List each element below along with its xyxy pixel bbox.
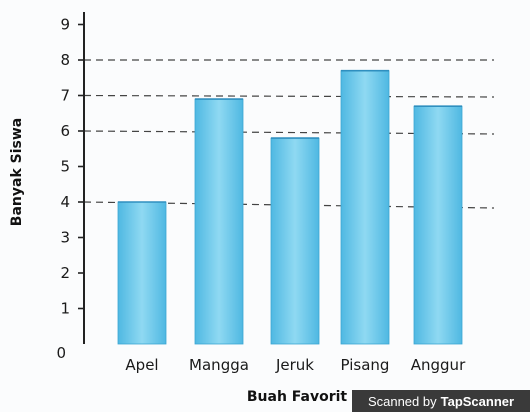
bar-anggur: [413, 105, 463, 345]
y-tick-label-5: 5: [60, 158, 70, 176]
scanner-watermark: Scanned by TapScanner: [352, 390, 530, 412]
bar-pisang: [340, 70, 390, 345]
x-labels: Apel Mangga Jeruk Pisang Anggur: [125, 356, 466, 374]
watermark-brand: TapScanner: [440, 393, 515, 409]
x-tick-label-mangga: Mangga: [189, 356, 249, 374]
y-tick-label-4: 4: [60, 193, 70, 211]
y-tick-label-1: 1: [60, 300, 70, 318]
y-tick-label-2: 2: [60, 264, 70, 282]
bar-jeruk: [270, 137, 320, 345]
y-axis-title: Banyak Siswa: [9, 118, 25, 226]
x-tick-label-anggur: Anggur: [411, 356, 466, 374]
reference-line-7: [83, 94, 495, 98]
y-tick-label-8: 8: [60, 51, 70, 69]
x-tick-label-jeruk: Jeruk: [275, 356, 314, 374]
x-tick-label-pisang: Pisang: [341, 356, 390, 374]
y-tick-label-9: 9: [60, 16, 70, 34]
x-tick-label-apel: Apel: [125, 356, 158, 374]
watermark-prefix: Scanned by: [367, 393, 437, 409]
bars: [117, 69, 463, 345]
x-axis-title: Buah Favorit: [247, 389, 348, 405]
y-tick-label-7: 7: [60, 87, 70, 105]
y-tick-label-3: 3: [60, 229, 70, 247]
y-tick-label-6: 6: [60, 122, 70, 140]
y-tick-label-0: 0: [56, 344, 66, 362]
bar-mangga: [194, 98, 244, 345]
y-ticks: 0 1 2 3 4 5 6 7 8 9: [56, 16, 84, 362]
bar-apel: [117, 201, 167, 345]
